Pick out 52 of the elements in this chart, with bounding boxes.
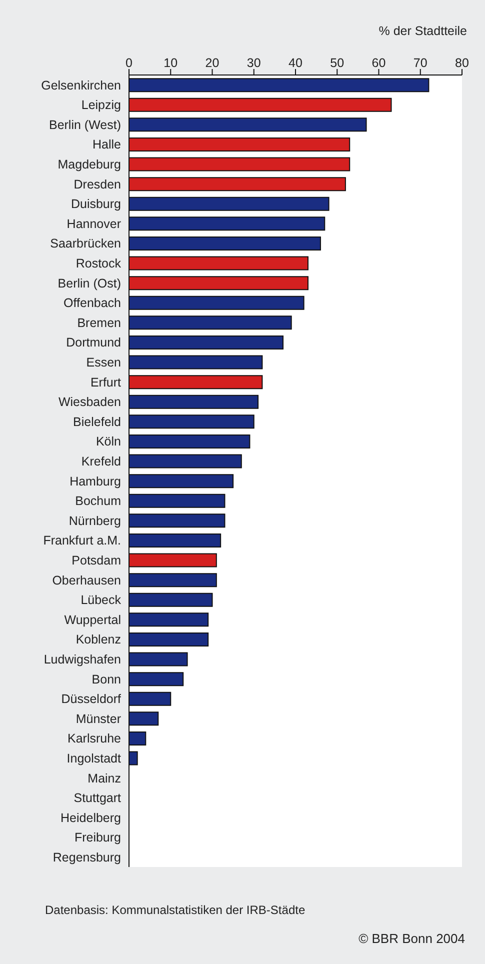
y-tick-label: Krefeld (81, 454, 122, 469)
y-tick-label: Ludwigshafen (44, 652, 122, 667)
y-tick-label: Bochum (75, 494, 121, 508)
y-tick-label: Saarbrücken (50, 236, 122, 251)
x-tick-label: 40 (288, 56, 302, 70)
x-tick-label: 30 (246, 56, 261, 70)
y-tick-label: Stuttgart (74, 791, 122, 806)
y-tick-label: Wuppertal (64, 612, 121, 627)
y-tick-label: Bremen (77, 316, 122, 330)
y-tick-label: Freiburg (74, 830, 122, 845)
x-tick-label: 80 (455, 56, 469, 70)
x-tick-label: 70 (413, 56, 428, 70)
y-tick-label: Ingolstadt (66, 752, 122, 766)
y-tick-label: Berlin (Ost) (58, 276, 121, 290)
y-tick-label: Hannover (66, 216, 121, 231)
text: Datenbasis: Kommunalstatistiken der IRB-Städte (45, 903, 306, 917)
y-tick-label: Oberhausen (52, 573, 122, 588)
y-tick-label: Gelsenkirchen (41, 78, 122, 92)
x-tick-label: 50 (330, 56, 344, 70)
y-tick-label: Mainz (88, 771, 121, 786)
y-tick-label: Münster (76, 712, 121, 726)
x-tick-label: 0 (126, 56, 133, 70)
y-tick-label: Rostock (76, 256, 122, 271)
y-tick-label: Nürnberg (68, 514, 122, 528)
y-tick-label: Koblenz (76, 632, 121, 647)
y-tick-label: Erfurt (90, 375, 122, 390)
y-tick-label: Bonn (92, 672, 122, 686)
x-tick-label: 60 (372, 56, 386, 70)
y-tick-label: Duisburg (70, 197, 122, 212)
y-tick-label: Magdeburg (58, 158, 122, 172)
y-tick-label: Hamburg (70, 474, 122, 488)
y-tick-label: Lübeck (80, 593, 122, 608)
y-tick-label: Wiesbaden (58, 395, 122, 410)
y-tick-label: Bielefeld (73, 414, 122, 429)
y-tick-label: Düsseldorf (61, 692, 122, 706)
y-tick-label: Potsdam (72, 554, 121, 568)
y-tick-label: Karlsruhe (68, 732, 122, 746)
y-tick-label: Köln (96, 434, 122, 449)
y-tick-label: Frankfurt a.M. (43, 534, 121, 548)
x-tick-label: 20 (205, 56, 220, 70)
y-tick-label: Leipzig (81, 98, 122, 112)
y-tick-label: Berlin (West) (48, 118, 121, 132)
x-axis-title: % der Stadtteile (378, 24, 467, 38)
y-tick-label: Offenbach (64, 296, 122, 310)
y-tick-label: Dortmund (66, 336, 122, 350)
y-tick-label: Regensburg (52, 850, 122, 865)
y-tick-label: Halle (92, 138, 122, 152)
y-tick-label: Heidelberg (60, 810, 122, 825)
x-tick-label: 10 (164, 56, 178, 70)
text: © BBR Bonn 2004 (358, 931, 465, 946)
y-tick-label: Dresden (74, 177, 122, 192)
y-tick-label: Essen (86, 356, 122, 370)
